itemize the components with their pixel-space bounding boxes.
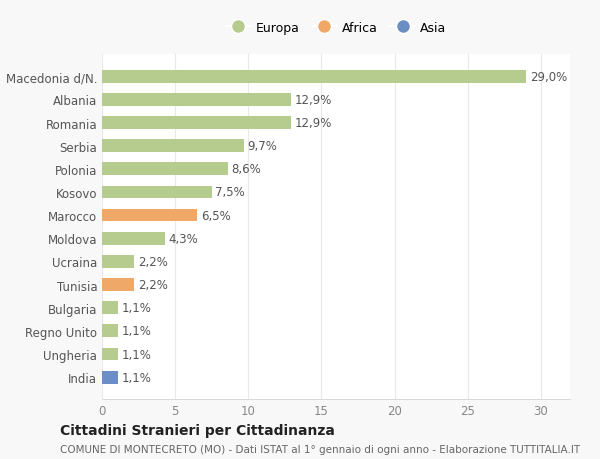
Text: 8,6%: 8,6% — [232, 163, 261, 176]
Text: 2,2%: 2,2% — [138, 255, 168, 269]
Bar — [102, 232, 165, 245]
Text: 1,1%: 1,1% — [122, 302, 152, 314]
Bar — [102, 71, 526, 84]
Bar — [102, 302, 118, 314]
Bar — [102, 186, 212, 199]
Text: COMUNE DI MONTECRETO (MO) - Dati ISTAT al 1° gennaio di ogni anno - Elaborazione: COMUNE DI MONTECRETO (MO) - Dati ISTAT a… — [60, 444, 580, 454]
Text: 7,5%: 7,5% — [215, 186, 245, 199]
Text: 6,5%: 6,5% — [201, 209, 230, 222]
Text: Cittadini Stranieri per Cittadinanza: Cittadini Stranieri per Cittadinanza — [60, 423, 335, 437]
Text: 2,2%: 2,2% — [138, 279, 168, 291]
Bar — [102, 117, 290, 129]
Text: 1,1%: 1,1% — [122, 348, 152, 361]
Bar — [102, 348, 118, 361]
Bar — [102, 209, 197, 222]
Bar — [102, 256, 134, 268]
Text: 4,3%: 4,3% — [169, 232, 198, 245]
Bar — [102, 163, 228, 176]
Bar — [102, 325, 118, 337]
Bar — [102, 371, 118, 384]
Text: 1,1%: 1,1% — [122, 325, 152, 338]
Text: 29,0%: 29,0% — [530, 71, 567, 84]
Text: 12,9%: 12,9% — [295, 94, 332, 106]
Bar — [102, 94, 290, 106]
Bar — [102, 279, 134, 291]
Text: 1,1%: 1,1% — [122, 371, 152, 384]
Text: 9,7%: 9,7% — [248, 140, 277, 153]
Legend: Europa, Africa, Asia: Europa, Africa, Asia — [221, 17, 452, 39]
Text: 12,9%: 12,9% — [295, 117, 332, 130]
Bar — [102, 140, 244, 153]
